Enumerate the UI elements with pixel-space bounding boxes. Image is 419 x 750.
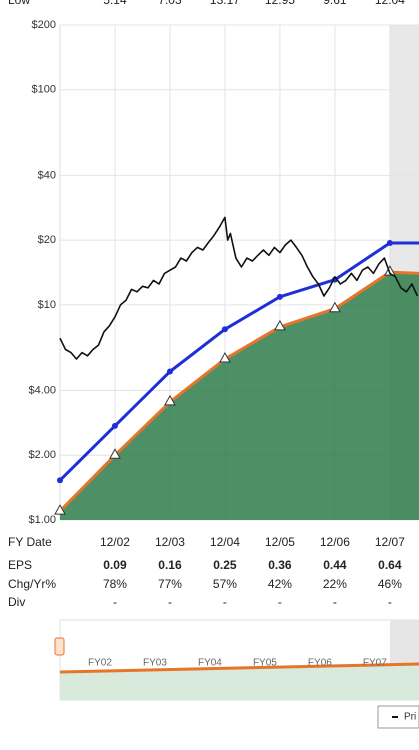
row-cell: 0.16 [158, 558, 182, 572]
row-label: Div [8, 595, 25, 609]
row-cell: 0.09 [103, 558, 127, 572]
top-row-cell: 9.61 [323, 0, 347, 7]
value-marker [111, 422, 118, 429]
x-tick-label: 12/05 [265, 535, 295, 549]
x-tick-label: 12/02 [100, 535, 130, 549]
fy-date-label: FY Date [8, 535, 52, 549]
row-cell: 0.25 [213, 558, 237, 572]
row-cell: - [223, 595, 227, 609]
row-cell: 46% [378, 577, 402, 591]
value-marker [221, 326, 228, 333]
row-cell: 0.64 [378, 558, 402, 572]
legend [377, 705, 419, 729]
navigator-label: FY06 [308, 658, 332, 669]
price-line [59, 216, 419, 360]
row-cell: - [333, 595, 337, 609]
navigator-line [59, 662, 419, 674]
plot [54, 24, 419, 521]
value-line [58, 241, 419, 482]
navigator-label: FY02 [88, 658, 112, 669]
y-tick-label: $1.00 [28, 514, 56, 526]
eps-area [60, 272, 419, 520]
eps-marker [219, 352, 231, 363]
eps-marker [329, 301, 341, 313]
eps-marker [384, 265, 396, 276]
top-row-cell: 5.14 [103, 0, 127, 7]
navigator-label: FY05 [253, 658, 277, 669]
eps-marker [109, 448, 121, 459]
top-row-cell: 13.17 [210, 0, 240, 7]
y-tick-label: $200 [32, 19, 56, 31]
y-tick-label: $40 [38, 169, 56, 181]
navigator-label: FY03 [143, 658, 167, 669]
row-cell: - [168, 595, 172, 609]
row-cell: - [278, 595, 282, 609]
y-tick-label: $2.00 [28, 449, 56, 461]
eps-marker [54, 504, 66, 515]
x-tick-label: 12/07 [375, 535, 405, 549]
navigator-label: FY07 [363, 658, 387, 669]
navigator-handle[interactable] [54, 637, 65, 656]
x-tick-label: 12/06 [320, 535, 350, 549]
navigator-label: FY04 [198, 658, 222, 669]
row-cell: - [113, 595, 117, 609]
row-cell: 42% [268, 577, 292, 591]
row-cell: 0.36 [268, 558, 292, 572]
y-tick-label: $100 [32, 84, 56, 96]
row-cell: 22% [323, 577, 347, 591]
x-tick-label: 12/04 [210, 535, 240, 549]
top-row-cell: 7.03 [158, 0, 182, 7]
value-marker [166, 368, 173, 375]
y-tick-label: $10 [38, 299, 56, 311]
eps-marker [274, 319, 286, 331]
row-cell: 78% [103, 577, 127, 591]
value-marker [57, 477, 63, 484]
top-row-label: Low [8, 0, 30, 7]
eps-marker [164, 394, 176, 406]
row-cell: - [388, 595, 392, 609]
value-marker [276, 293, 283, 300]
row-cell: 57% [213, 577, 237, 591]
row-label: Chg/Yr% [8, 577, 56, 591]
row-label: EPS [8, 558, 32, 572]
y-tick-label: $4.00 [28, 384, 56, 396]
row-cell: 0.44 [323, 558, 347, 572]
navigator-area [60, 664, 419, 700]
y-tick-label: $20 [38, 234, 56, 246]
row-cell: 77% [158, 577, 182, 591]
x-tick-label: 12/03 [155, 535, 185, 549]
eps-line [58, 270, 419, 513]
value-marker [386, 239, 393, 246]
top-row-cell: 12.04 [375, 0, 405, 7]
legend-label: Pri [404, 712, 416, 723]
top-row-cell: 12.95 [265, 0, 295, 7]
